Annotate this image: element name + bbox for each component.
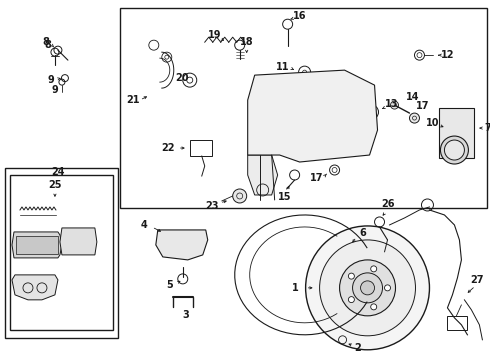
Circle shape	[365, 105, 379, 119]
Polygon shape	[60, 228, 97, 255]
Text: 8: 8	[43, 37, 49, 47]
Text: 20: 20	[175, 73, 189, 83]
Text: 18: 18	[240, 37, 253, 47]
Text: 19: 19	[208, 30, 221, 40]
Circle shape	[319, 240, 416, 336]
Circle shape	[348, 273, 354, 279]
Text: 24: 24	[51, 167, 65, 177]
Circle shape	[361, 281, 374, 295]
Text: 9: 9	[48, 75, 54, 85]
Circle shape	[441, 136, 468, 164]
Circle shape	[233, 189, 246, 203]
Polygon shape	[12, 232, 62, 258]
Bar	[447, 316, 467, 330]
Text: 13: 13	[385, 99, 398, 109]
Circle shape	[319, 110, 330, 120]
Polygon shape	[12, 275, 58, 300]
Circle shape	[371, 304, 377, 310]
Circle shape	[444, 140, 465, 160]
Circle shape	[303, 93, 346, 137]
Text: 7: 7	[484, 123, 490, 133]
Text: 16: 16	[293, 11, 306, 21]
Text: 26: 26	[381, 199, 394, 209]
Text: 8: 8	[45, 40, 51, 50]
Circle shape	[348, 297, 354, 303]
Text: 22: 22	[161, 143, 174, 153]
Circle shape	[340, 260, 395, 316]
Circle shape	[176, 238, 190, 252]
Polygon shape	[156, 230, 208, 260]
Bar	[5, 168, 118, 338]
Circle shape	[171, 233, 195, 257]
Circle shape	[294, 85, 355, 145]
Circle shape	[385, 285, 391, 291]
Circle shape	[391, 101, 398, 109]
Text: 1: 1	[292, 283, 299, 293]
Circle shape	[371, 266, 377, 272]
Bar	[440, 108, 474, 158]
Text: 27: 27	[471, 275, 484, 285]
Text: 17: 17	[416, 101, 429, 111]
Text: 10: 10	[426, 118, 439, 128]
Text: 12: 12	[441, 50, 454, 60]
Text: 11: 11	[276, 62, 290, 72]
Text: 9: 9	[51, 85, 58, 95]
Text: 14: 14	[406, 92, 419, 102]
Text: 3: 3	[182, 310, 189, 320]
Circle shape	[306, 226, 429, 350]
Text: 5: 5	[167, 280, 173, 290]
Text: 2: 2	[354, 343, 361, 353]
Text: 21: 21	[126, 95, 140, 105]
Circle shape	[410, 113, 419, 123]
Bar	[120, 8, 488, 208]
Text: 15: 15	[278, 192, 292, 202]
Bar	[190, 140, 212, 156]
Circle shape	[353, 273, 383, 303]
Bar	[10, 175, 113, 330]
Circle shape	[313, 103, 337, 127]
Text: 23: 23	[205, 201, 219, 211]
Text: 6: 6	[359, 228, 366, 238]
Text: 25: 25	[48, 180, 62, 190]
Polygon shape	[247, 155, 278, 195]
Bar	[16, 236, 58, 254]
Polygon shape	[247, 70, 377, 162]
Text: 17: 17	[310, 173, 323, 183]
Text: 4: 4	[141, 220, 147, 230]
